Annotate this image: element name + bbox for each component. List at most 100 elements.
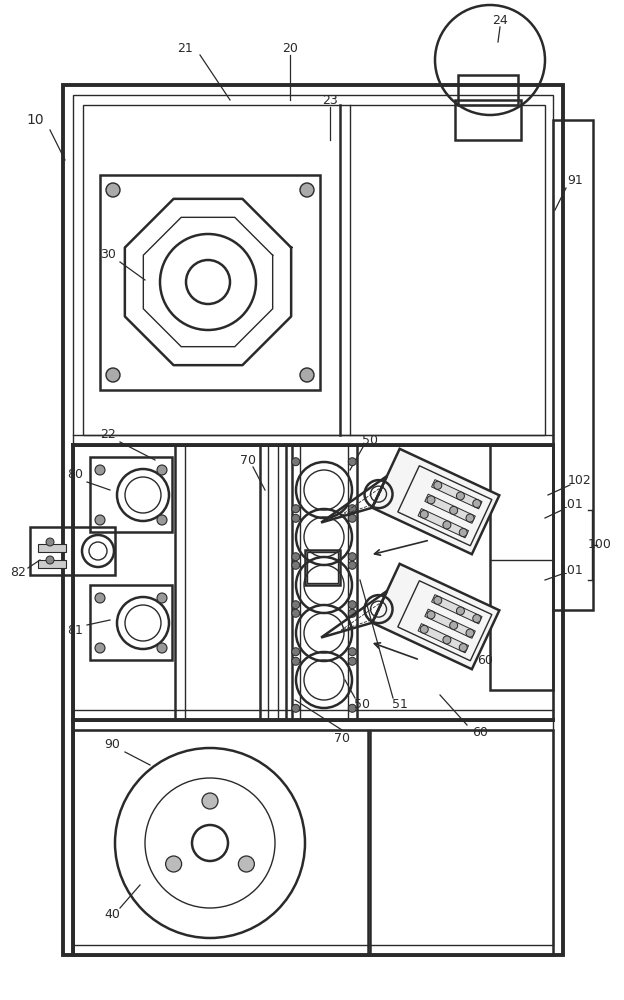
Bar	[292, 445, 357, 720]
Text: 100: 100	[588, 538, 612, 552]
Bar	[90, 585, 172, 660]
Polygon shape	[418, 624, 469, 653]
Text: 90: 90	[104, 738, 120, 752]
Circle shape	[348, 561, 356, 569]
Bar	[458, 75, 518, 105]
Circle shape	[291, 553, 300, 561]
Bar	[307, 552, 338, 583]
Text: 20: 20	[282, 41, 298, 54]
Circle shape	[466, 629, 474, 637]
Bar	[38, 544, 66, 552]
Bar	[455, 100, 521, 140]
Circle shape	[291, 505, 300, 513]
Circle shape	[473, 615, 480, 623]
Circle shape	[291, 609, 300, 617]
Circle shape	[348, 514, 356, 522]
Text: 102: 102	[568, 474, 592, 487]
Text: 91: 91	[567, 174, 583, 186]
Circle shape	[459, 644, 467, 652]
Circle shape	[443, 521, 451, 529]
Circle shape	[106, 368, 120, 382]
Polygon shape	[432, 480, 482, 509]
Bar	[490, 445, 553, 690]
Circle shape	[291, 648, 300, 656]
Text: 101: 101	[560, 564, 584, 576]
Text: 81: 81	[67, 624, 83, 637]
Circle shape	[157, 593, 167, 603]
Polygon shape	[425, 609, 475, 638]
Circle shape	[456, 607, 464, 615]
Circle shape	[473, 500, 480, 508]
Text: 82: 82	[10, 566, 26, 578]
Circle shape	[106, 183, 120, 197]
Bar	[300, 445, 348, 720]
Circle shape	[348, 609, 356, 617]
Circle shape	[202, 793, 218, 809]
Circle shape	[95, 643, 105, 653]
Bar	[73, 95, 553, 945]
Circle shape	[157, 515, 167, 525]
Polygon shape	[425, 494, 475, 523]
Circle shape	[348, 601, 356, 609]
Circle shape	[95, 515, 105, 525]
Circle shape	[238, 856, 255, 872]
Text: 60: 60	[477, 654, 493, 666]
Circle shape	[459, 529, 467, 537]
Bar	[268, 445, 278, 720]
Circle shape	[450, 506, 457, 514]
Circle shape	[95, 593, 105, 603]
Circle shape	[420, 510, 428, 518]
Circle shape	[348, 648, 356, 656]
Circle shape	[291, 514, 300, 522]
Bar	[305, 550, 340, 585]
Text: 70: 70	[240, 454, 256, 466]
Bar	[73, 445, 553, 720]
Circle shape	[427, 611, 435, 619]
Circle shape	[434, 596, 442, 604]
Circle shape	[291, 561, 300, 569]
Bar	[370, 730, 553, 955]
Bar	[553, 120, 593, 610]
Bar	[90, 457, 172, 532]
Circle shape	[348, 657, 356, 665]
Circle shape	[420, 625, 428, 633]
Text: 21: 21	[177, 41, 193, 54]
Circle shape	[427, 496, 435, 504]
Text: 70: 70	[334, 732, 350, 744]
Circle shape	[291, 657, 300, 665]
Text: 101: 101	[560, 498, 584, 512]
Bar	[63, 85, 563, 955]
Polygon shape	[372, 449, 499, 554]
Circle shape	[300, 368, 314, 382]
Circle shape	[450, 621, 457, 629]
Bar	[100, 175, 320, 390]
Circle shape	[456, 492, 464, 500]
Polygon shape	[372, 564, 499, 669]
Circle shape	[348, 553, 356, 561]
Circle shape	[443, 636, 451, 644]
Circle shape	[291, 458, 300, 466]
Circle shape	[466, 514, 474, 522]
Polygon shape	[432, 595, 482, 624]
Polygon shape	[418, 509, 469, 538]
Text: 30: 30	[100, 248, 116, 261]
Bar	[260, 445, 286, 720]
Circle shape	[300, 183, 314, 197]
Text: 80: 80	[67, 468, 83, 482]
Circle shape	[157, 465, 167, 475]
Circle shape	[46, 556, 54, 564]
Circle shape	[291, 601, 300, 609]
Bar	[30, 527, 115, 575]
Circle shape	[348, 505, 356, 513]
Circle shape	[348, 704, 356, 712]
Text: 40: 40	[104, 908, 120, 922]
Text: 24: 24	[492, 13, 508, 26]
Text: 10: 10	[26, 113, 44, 127]
Text: 51: 51	[392, 698, 408, 712]
Circle shape	[157, 643, 167, 653]
Circle shape	[46, 538, 54, 546]
Bar	[38, 560, 66, 568]
Bar	[73, 730, 368, 955]
Circle shape	[291, 704, 300, 712]
Circle shape	[165, 856, 182, 872]
